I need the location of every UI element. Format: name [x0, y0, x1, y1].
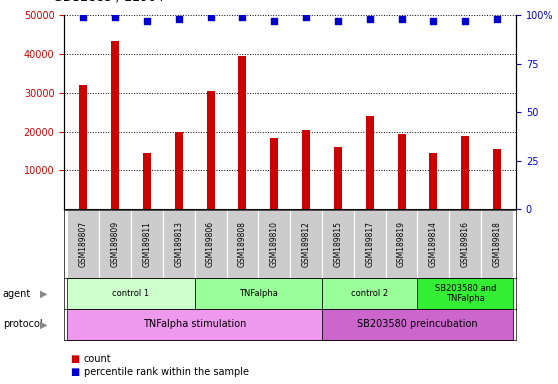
Bar [131, 210, 163, 278]
Point [429, 18, 438, 24]
Bar [99, 210, 131, 278]
Text: TNFalpha: TNFalpha [239, 289, 278, 298]
Text: ■: ■ [70, 354, 79, 364]
Text: GSM189806: GSM189806 [206, 221, 215, 267]
Bar [195, 278, 322, 309]
Text: TNFalpha stimulation: TNFalpha stimulation [143, 319, 247, 329]
Bar [68, 210, 99, 278]
Point [206, 14, 215, 20]
Bar [481, 210, 513, 278]
Text: protocol: protocol [3, 319, 42, 329]
Text: GSM189819: GSM189819 [397, 221, 406, 267]
Bar [79, 85, 87, 209]
Text: GDS2885 / 22904: GDS2885 / 22904 [53, 0, 164, 4]
Text: agent: agent [3, 289, 31, 299]
Bar [461, 136, 469, 209]
Text: ▶: ▶ [40, 319, 47, 329]
Point [365, 16, 374, 22]
Text: GSM189813: GSM189813 [174, 221, 183, 267]
Point [238, 14, 247, 20]
Bar [430, 153, 437, 209]
Bar [68, 309, 322, 340]
Point [334, 18, 343, 24]
Text: GSM189807: GSM189807 [79, 221, 88, 267]
Bar [449, 210, 481, 278]
Point [397, 16, 406, 22]
Text: GSM189810: GSM189810 [270, 221, 279, 267]
Bar [322, 210, 354, 278]
Bar [322, 278, 417, 309]
Text: GSM189812: GSM189812 [301, 221, 311, 267]
Text: percentile rank within the sample: percentile rank within the sample [84, 367, 249, 377]
Text: GSM189808: GSM189808 [238, 221, 247, 267]
Bar [290, 210, 322, 278]
Text: GSM189811: GSM189811 [142, 221, 151, 267]
Text: control 1: control 1 [113, 289, 150, 298]
Bar [238, 56, 247, 209]
Text: ▶: ▶ [40, 289, 47, 299]
Text: SB203580 and
TNFalpha: SB203580 and TNFalpha [435, 284, 496, 303]
Text: GSM189816: GSM189816 [461, 221, 470, 267]
Bar [322, 309, 513, 340]
Bar [258, 210, 290, 278]
Text: ■: ■ [70, 367, 79, 377]
Point [174, 16, 183, 22]
Text: GSM189815: GSM189815 [333, 221, 343, 267]
Bar [365, 116, 374, 209]
Text: control 2: control 2 [351, 289, 388, 298]
Text: count: count [84, 354, 112, 364]
Bar [398, 134, 406, 209]
Bar [163, 210, 195, 278]
Point [110, 14, 119, 20]
Bar [493, 149, 501, 209]
Bar [270, 137, 278, 209]
Point [270, 18, 278, 24]
Text: SB203580 preincubation: SB203580 preincubation [357, 319, 478, 329]
Bar [111, 41, 119, 209]
Bar [302, 130, 310, 209]
Point [461, 18, 470, 24]
Bar [195, 210, 227, 278]
Point [79, 14, 88, 20]
Bar [417, 278, 513, 309]
Text: GSM189814: GSM189814 [429, 221, 438, 267]
Bar [354, 210, 386, 278]
Bar [206, 91, 215, 209]
Text: GSM189817: GSM189817 [365, 221, 374, 267]
Bar [143, 153, 151, 209]
Bar [227, 210, 258, 278]
Bar [175, 132, 182, 209]
Bar [68, 278, 195, 309]
Bar [417, 210, 449, 278]
Text: GSM189818: GSM189818 [493, 221, 502, 267]
Text: GSM189809: GSM189809 [110, 221, 119, 267]
Point [142, 18, 151, 24]
Bar [334, 147, 342, 209]
Bar [386, 210, 417, 278]
Point [302, 14, 311, 20]
Point [493, 16, 502, 22]
